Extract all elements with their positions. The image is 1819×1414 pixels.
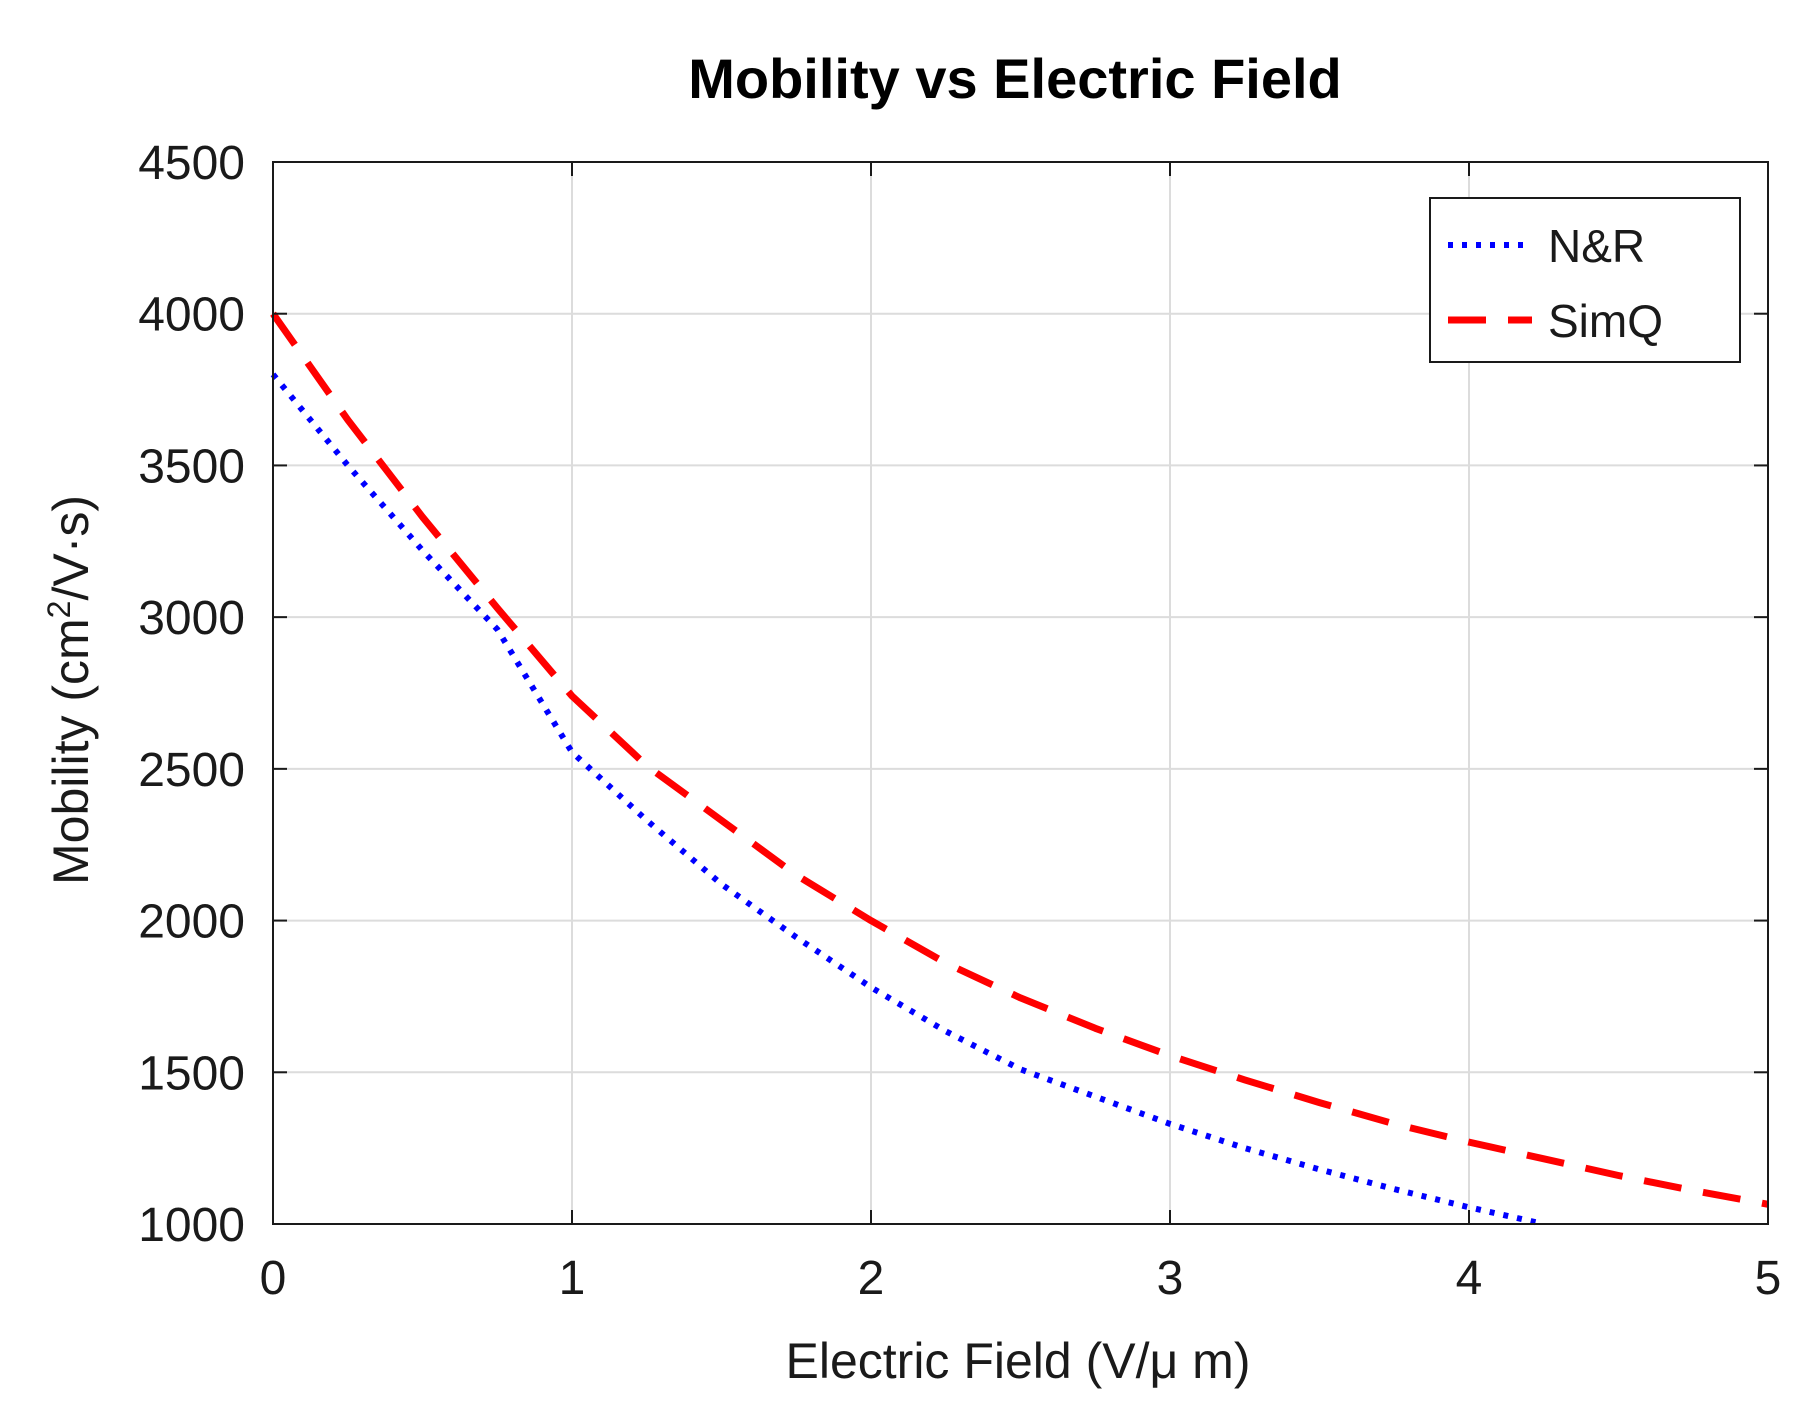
y-tick-label: 1000 [138,1199,245,1252]
y-tick-label: 2500 [138,744,245,797]
x-axis-label: Electric Field (V/μ m) [786,1333,1251,1389]
x-tick-label: 0 [260,1252,287,1305]
legend-label-nr: N&R [1548,220,1645,272]
legend-label-simq: SimQ [1548,295,1663,347]
y-tick-label: 3500 [138,440,245,493]
y-axis-label-prefix: Mobility (cm [43,618,99,885]
tick-layer: 0 1 2 3 4 5 1000 1500 2000 2500 3000 3500 4000 4500 [138,137,1781,1305]
y-axis-label-suffix: /V·s) [43,495,99,601]
x-tick-label: 4 [1456,1252,1483,1305]
y-tick-label: 3000 [138,592,245,645]
x-tick-label: 2 [858,1252,885,1305]
y-tick-label: 2000 [138,896,245,949]
legend: N&R SimQ [1429,197,1741,363]
series-layer [270,311,1769,1227]
x-tick-label: 3 [1157,1252,1184,1305]
y-tick-label: 4500 [138,137,245,190]
legend-box [1429,197,1741,363]
y-axis-label-superscript: 2 [41,601,77,619]
y-tick-label: 4000 [138,289,245,342]
series-line-simq [270,311,1769,1208]
y-tick-label: 1500 [138,1047,245,1100]
chart-title: Mobility vs Electric Field [688,47,1342,110]
plot-frame [272,161,1769,1225]
x-tick-label: 1 [559,1252,586,1305]
x-tick-label: 5 [1755,1252,1782,1305]
y-axis-label: Mobility (cm2/V·s) [41,495,99,885]
